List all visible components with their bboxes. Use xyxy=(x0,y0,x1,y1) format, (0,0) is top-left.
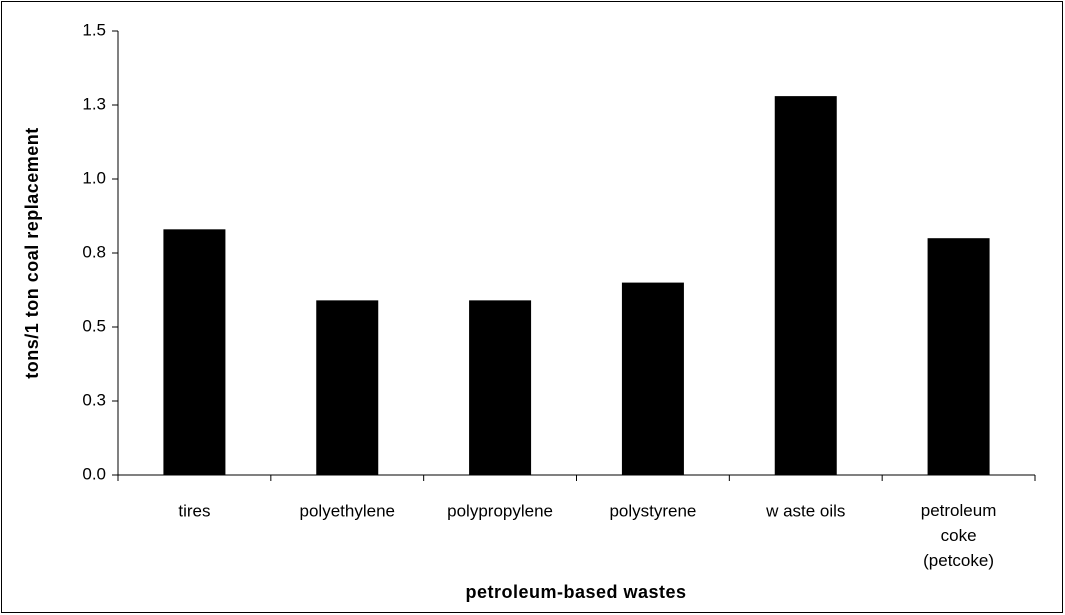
x-tick-label: petroleum coke (petcoke) xyxy=(921,501,997,570)
y-tick-label: 0.8 xyxy=(82,242,106,261)
x-tick-label: tires xyxy=(178,501,210,520)
bar xyxy=(469,300,532,475)
x-axis-label: petroleum-based wastes xyxy=(465,582,686,602)
bar xyxy=(774,96,837,476)
x-tick-label: w aste oils xyxy=(765,501,845,520)
x-tick-label: polystyrene xyxy=(609,501,696,520)
bar xyxy=(316,300,379,475)
y-tick-label: 1.3 xyxy=(82,94,106,113)
y-tick-label: 0.3 xyxy=(82,390,106,409)
y-axis-label: tons/1 ton coal replacement xyxy=(22,127,42,379)
y-tick-label: 0.0 xyxy=(82,464,106,483)
x-tick-label: polypropylene xyxy=(447,501,553,520)
x-tick-label: polyethylene xyxy=(300,501,395,520)
bar xyxy=(163,229,226,475)
y-tick-label: 1.0 xyxy=(82,168,106,187)
y-tick-label: 1.5 xyxy=(82,20,106,39)
bar xyxy=(927,238,990,475)
bar xyxy=(621,282,684,475)
y-tick-label: 0.5 xyxy=(82,316,106,335)
